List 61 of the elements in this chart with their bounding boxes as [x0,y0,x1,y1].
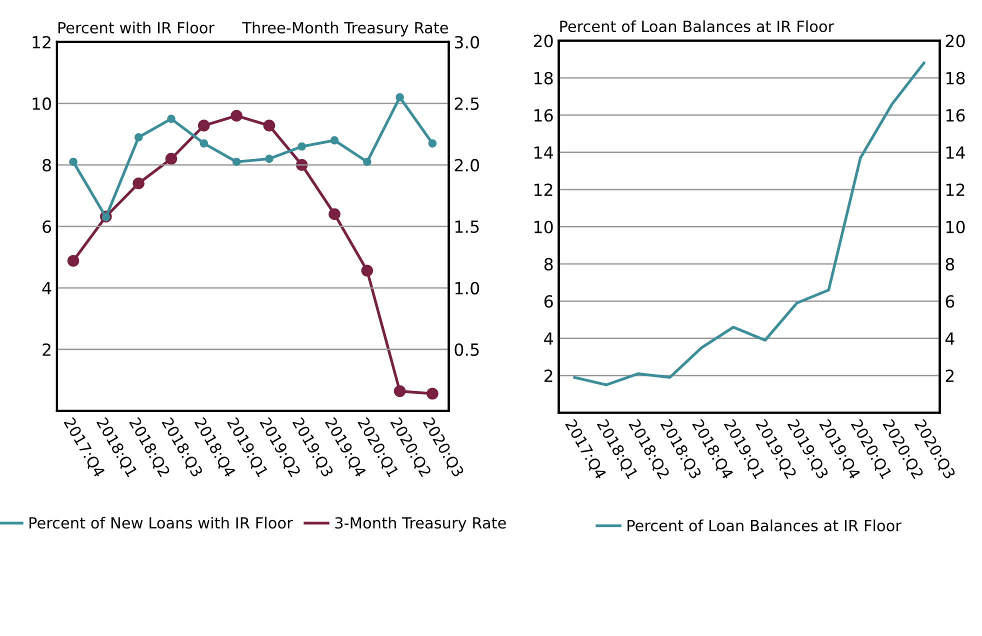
y-tick-label: 4 [544,332,553,345]
point [396,93,404,102]
y-axis-title: Percent of Loan Balances at IR Floor [560,20,834,32]
y2-tick-label: 20 [946,34,965,48]
point [198,120,210,132]
y2-tick-label: 16 [946,109,965,122]
y-axis-title: Percent with IR Floor [58,22,215,34]
y-tick-label: 14 [534,146,553,159]
y2-tick-label: 4 [945,332,954,345]
legend-label: Percent of New Loans with IR Floor [30,516,293,529]
legend-label: Percent of Loan Balances at IR Floor [628,520,902,532]
y2-tick-label: 2.5 [454,97,479,110]
point [132,177,144,190]
y-tick-label: 8 [544,258,553,271]
y-tick-label: 6 [544,295,553,308]
point [298,142,306,151]
y-tick-label: 18 [534,72,553,84]
line-series [573,62,926,386]
point [230,110,242,122]
y2-axis-title: Three-Month Treasury Rate [242,22,448,36]
y2-tick-label: 1.0 [455,282,480,294]
y-tick-label: 12 [32,36,50,48]
point [69,158,78,166]
y2-tick-label: 8 [946,258,954,271]
y2-tick-label: 2 [946,370,954,382]
point [102,213,110,222]
y2-tick-label: 2.0 [454,158,480,172]
point [428,139,437,148]
y-tick-label: 16 [534,109,553,122]
point [362,158,372,166]
y-tick-label: 4 [42,282,52,294]
point [394,385,406,398]
point [167,114,176,123]
y2-tick-label: 10 [946,220,965,234]
point [232,158,241,166]
point [330,136,339,145]
y-tick-label: 2 [544,370,552,382]
y-tick-label: 8 [42,158,51,172]
y-tick-label: 10 [534,220,553,234]
y2-tick-label: 0.5 [454,343,479,356]
y2-tick-label: 3.0 [454,36,480,49]
y2-tick-label: 12 [946,183,964,196]
point [426,388,438,400]
point [265,154,274,163]
y2-tick-label: 18 [946,72,965,84]
y-tick-label: 20 [534,34,553,48]
y-tick-label: 10 [32,97,51,110]
point [134,133,143,142]
y-tick-label: 6 [42,220,52,233]
y-tick-label: 2 [42,343,50,356]
y2-tick-label: 6 [946,295,954,308]
point [67,254,80,267]
point [263,120,276,132]
point [361,264,374,277]
y2-tick-label: 14 [946,146,965,159]
point [165,152,178,165]
point [328,208,340,220]
y-tick-label: 12 [534,183,552,196]
y2-tick-label: 1.5 [455,220,479,233]
legend-label: 3-Month Treasury Rate [335,516,506,532]
point [200,139,208,148]
